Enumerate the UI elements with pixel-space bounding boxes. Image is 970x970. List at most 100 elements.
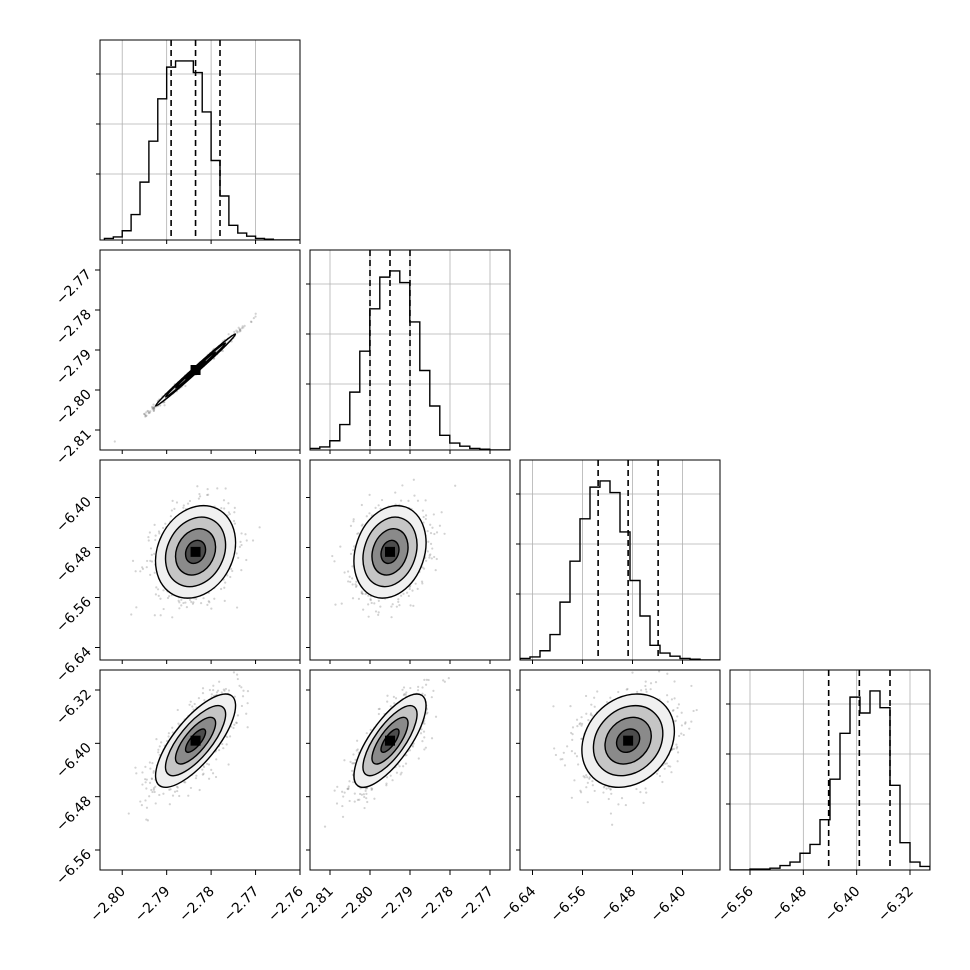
sample-point [207,493,210,496]
sample-point [426,711,429,714]
sample-point [237,556,240,560]
sample-point [353,800,356,803]
sample-point [666,672,669,675]
sample-point [602,786,606,789]
sample-point [238,545,242,548]
sample-point [343,791,346,794]
sample-point [175,501,179,504]
sample-point [178,601,181,604]
sample-point [144,765,147,768]
hist-panel-3 [726,669,931,871]
sample-point [185,605,189,609]
hist-frame [729,669,931,871]
sample-point [222,747,225,750]
sample-point [404,762,408,765]
pair-plot-area [323,677,450,828]
sample-point [352,781,355,784]
sample-point [164,522,167,525]
sample-point [153,407,156,410]
sample-point [160,741,163,744]
sample-point [245,558,248,562]
sample-point [417,685,420,688]
sample-point [203,699,206,702]
sample-point [145,414,148,417]
sample-point [357,532,360,535]
sample-point [153,552,156,555]
sample-point [254,312,257,315]
sample-point [199,602,203,605]
sample-point [207,777,211,780]
sample-point [233,506,236,510]
sample-point [207,763,211,766]
sample-point [145,778,148,781]
sample-point [351,583,354,586]
sample-point [150,405,154,408]
sample-point [225,743,228,746]
sample-point [369,728,372,731]
sample-point [221,349,224,353]
sample-point [152,771,155,774]
sample-point [154,538,157,542]
sample-point [239,540,242,543]
sample-point [241,695,245,698]
sample-point [356,798,359,802]
sample-point [236,331,239,334]
sample-point [232,519,236,523]
sample-point [236,673,239,676]
sample-point [417,757,420,760]
sample-point [188,499,192,503]
sample-point [422,515,425,519]
sample-point [140,804,143,807]
sample-point [394,491,397,494]
sample-point [587,719,590,722]
sample-point [424,499,427,502]
sample-point [369,598,372,601]
sample-point [207,600,210,603]
sample-point [385,784,388,787]
sample-point [390,605,393,608]
sample-point [423,678,426,681]
sample-point [368,493,371,496]
sample-point [153,406,156,409]
sample-point [233,723,236,726]
sample-point [145,806,149,809]
sample-point [421,582,424,585]
sample-point [223,689,226,692]
sample-point [154,593,157,596]
sample-point [395,605,398,608]
sample-point [254,315,257,318]
sample-point [143,412,146,415]
sample-point [246,726,249,729]
sample-point [191,602,194,605]
sample-point [430,737,434,740]
sample-point [429,542,433,546]
sample-point [198,492,201,496]
sample-point [364,592,367,596]
sample-point [390,616,393,619]
sample-point [149,767,152,770]
sample-point [246,690,250,693]
sample-point [398,765,401,768]
sample-point [367,603,370,606]
sample-point [241,325,244,328]
sample-point [644,680,647,683]
sample-point [173,507,176,510]
sample-point [184,601,187,604]
sample-point [348,799,351,803]
sample-point [361,592,364,595]
sample-point [252,317,255,320]
sample-point [408,749,412,752]
sample-point [218,680,221,683]
sample-point [379,605,382,608]
sample-point [224,687,228,691]
pair-frame [99,459,301,661]
hist-step-line [730,690,930,870]
sample-point [399,773,402,776]
sample-point [244,533,247,536]
sample-point [339,545,342,548]
sample-point [240,686,243,689]
sample-point [229,575,232,579]
sample-point [407,594,410,598]
sample-point [237,326,240,329]
sample-point [212,684,215,687]
